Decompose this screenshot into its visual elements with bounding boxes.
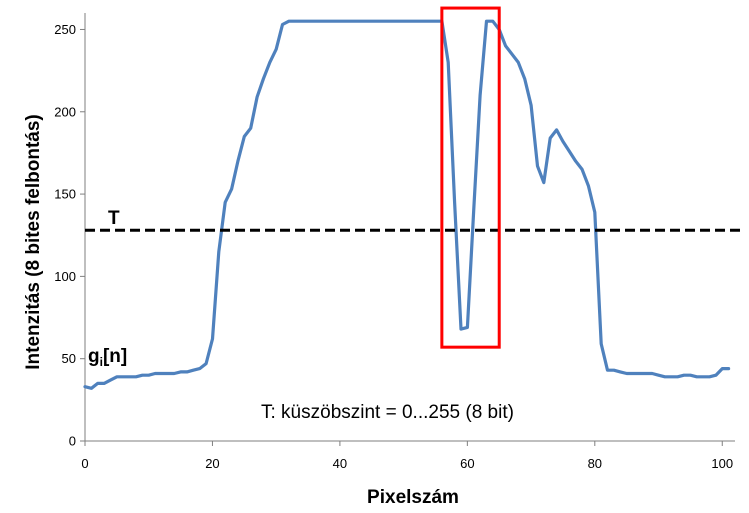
y-axis-title: Intenzitás (8 bites felbontás) (23, 114, 44, 369)
series-label: gi[n] (88, 346, 127, 369)
series-label-main: g (88, 346, 100, 367)
y-tick-label: 0 (69, 434, 76, 449)
y-tick-label: 200 (54, 104, 76, 119)
y-tick-label: 150 (54, 187, 76, 202)
x-tick-label: 20 (205, 456, 219, 471)
series-line-gi (85, 21, 729, 388)
x-tick-label: 100 (711, 456, 733, 471)
y-tick-label: 100 (54, 269, 76, 284)
y-tick-label: 250 (54, 22, 76, 37)
x-tick-label: 60 (460, 456, 474, 471)
y-tick-label: 50 (62, 351, 76, 366)
x-tick-label: 0 (81, 456, 88, 471)
y-axis-ticks: 0 50 100 150 200 250 (54, 22, 85, 449)
x-axis-title: Pixelszám (367, 487, 459, 508)
threshold-annotation: T: küszöbszint = 0...255 (8 bit) (261, 402, 514, 423)
x-tick-label: 80 (588, 456, 602, 471)
threshold-label: T (108, 208, 120, 229)
x-axis-ticks: 0 20 40 60 80 100 (81, 441, 733, 471)
series-label-suffix: [n] (103, 346, 127, 367)
x-tick-label: 40 (333, 456, 347, 471)
